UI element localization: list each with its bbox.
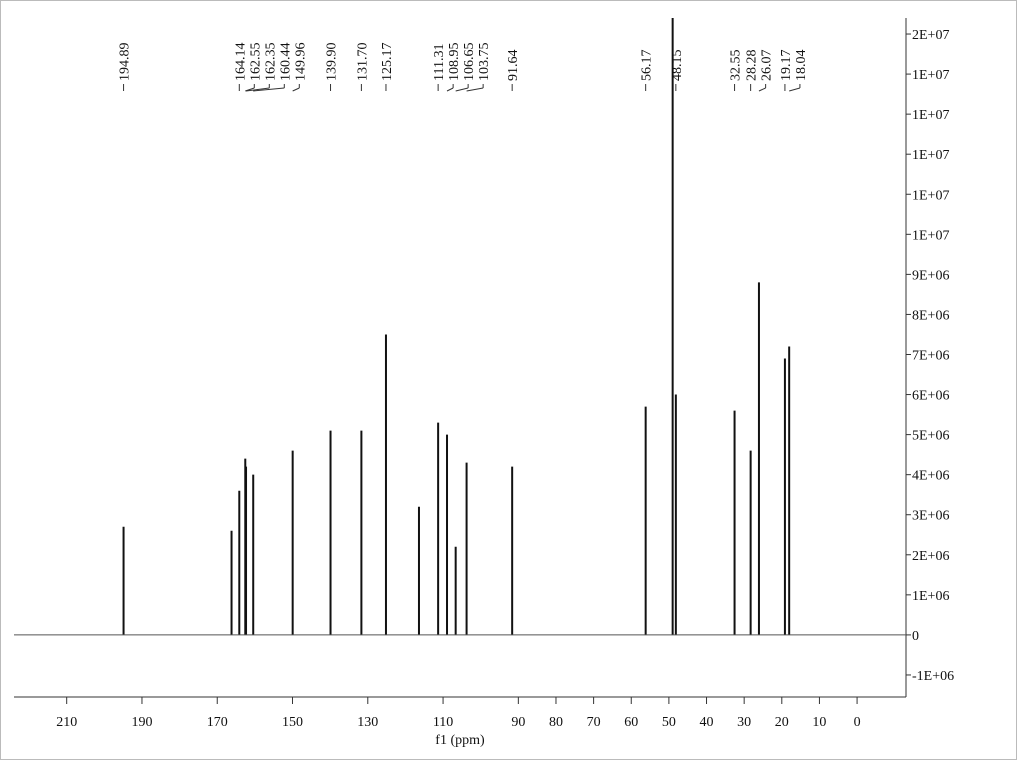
peak-label: 125.17 <box>380 43 395 82</box>
peak-label: 162.55 <box>248 43 263 82</box>
y-tick-label: 2E+06 <box>912 549 949 564</box>
label-leader <box>455 87 469 92</box>
y-tick-label: 3E+06 <box>912 509 949 524</box>
peak-label: 28.28 <box>745 50 760 82</box>
y-tick-label: 5E+06 <box>912 429 949 444</box>
x-tick-label: 60 <box>624 715 638 730</box>
peak-label: 131.70 <box>355 43 370 82</box>
x-tick-label: 170 <box>207 715 228 730</box>
y-tick-label: -1E+06 <box>912 669 954 684</box>
x-tick-label: 90 <box>511 715 525 730</box>
y-tick-label: 9E+06 <box>912 268 949 283</box>
x-tick-label: 150 <box>282 715 303 730</box>
label-leader <box>446 87 454 92</box>
peak-label: 160.44 <box>278 43 293 82</box>
label-leader <box>466 87 484 92</box>
y-tick-label: 4E+06 <box>912 469 949 484</box>
peak-label: 18.04 <box>794 50 809 82</box>
label-leader <box>789 87 801 92</box>
y-tick-label: 0 <box>912 629 919 644</box>
y-tick-label: 1E+07 <box>912 108 949 123</box>
x-tick-label: 190 <box>131 715 152 730</box>
label-leader <box>245 87 270 92</box>
x-axis-label: f1 (ppm) <box>435 733 485 748</box>
peak-label: 26.07 <box>760 50 775 82</box>
peak-label: 139.90 <box>325 43 340 82</box>
peak-label: 149.96 <box>293 43 308 82</box>
x-tick-label: 110 <box>433 715 453 730</box>
y-tick-label: 1E+07 <box>912 148 949 163</box>
peak-label: 164.14 <box>233 43 248 82</box>
peaks <box>122 18 791 635</box>
peak-label: 162.35 <box>263 43 278 82</box>
peak-label: 106.65 <box>462 43 477 82</box>
y-tick-label: 1E+06 <box>912 589 949 604</box>
x-tick-label: 30 <box>737 715 751 730</box>
x-tick-label: 50 <box>662 715 676 730</box>
y-tick-label: 6E+06 <box>912 389 949 404</box>
peak-label: 108.95 <box>447 43 462 82</box>
label-leader <box>758 87 766 92</box>
y-tick-label: 7E+06 <box>912 348 949 363</box>
x-tick-label: 210 <box>56 715 77 730</box>
peak-label: 48.15 <box>670 50 685 82</box>
x-tick-label: 10 <box>812 715 826 730</box>
label-leader <box>292 87 300 92</box>
x-tick-label: 70 <box>587 715 601 730</box>
x-tick-label: 20 <box>775 715 789 730</box>
y-tick-label: 1E+07 <box>912 228 949 243</box>
label-leader <box>253 87 285 92</box>
x-tick-label: 130 <box>357 715 378 730</box>
peak-label: 56.17 <box>640 50 655 82</box>
y-tick-label: 8E+06 <box>912 308 949 323</box>
x-tick-label: 40 <box>700 715 714 730</box>
peak-label: 103.75 <box>477 43 492 82</box>
peak-label: 194.89 <box>118 43 133 82</box>
x-tick-label: 0 <box>854 715 861 730</box>
y-tick-label: 1E+07 <box>912 68 949 83</box>
peak-label: 19.17 <box>779 50 794 82</box>
peak-label: 111.31 <box>432 44 447 81</box>
peak-label: 91.64 <box>506 50 521 82</box>
y-tick-label: 1E+07 <box>912 188 949 203</box>
y-tick-label: 2E+07 <box>912 28 949 43</box>
peak-label: 32.55 <box>729 50 744 82</box>
x-tick-label: 80 <box>549 715 563 730</box>
